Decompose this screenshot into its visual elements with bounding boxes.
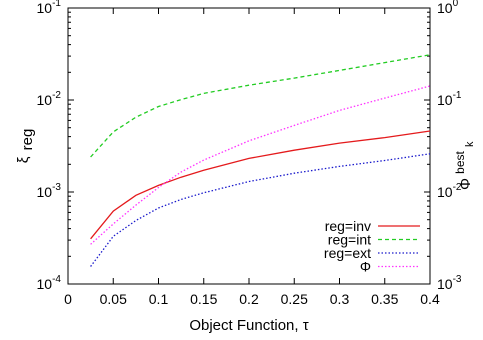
left-tick-exponent: -4: [52, 274, 61, 285]
left-tick-exponent: -1: [52, 0, 61, 9]
series-group: [90, 54, 431, 267]
x-tick-label: 0.1: [149, 291, 169, 307]
left-axis-label: ξ reg: [15, 129, 36, 164]
left-tick-base: 10: [37, 0, 53, 16]
legend-label: reg=inv: [325, 218, 371, 234]
left-axis-ticks: 10-410-310-210-1: [37, 0, 74, 292]
series-line-2: [90, 153, 431, 267]
left-tick-base: 10: [37, 184, 53, 200]
series-line-1: [90, 54, 431, 158]
x-tick-label: 0.25: [281, 291, 308, 307]
left-tick-label: 10-3: [37, 182, 62, 200]
left-tick-label: 10-2: [37, 90, 62, 108]
right-axis-label: Φ best k: [451, 141, 476, 190]
left-tick-base: 10: [37, 92, 53, 108]
x-tick-label: 0.2: [239, 291, 259, 307]
right-tick-exponent: -3: [453, 274, 462, 285]
x-axis-label: Object Function, τ: [189, 317, 308, 334]
x-tick-label: 0: [64, 291, 72, 307]
legend-label: reg=ext: [324, 245, 371, 261]
right-tick-base: 10: [437, 92, 453, 108]
left-axis-label-main: ξ: [15, 156, 32, 163]
left-tick-base: 10: [37, 276, 53, 292]
series-line-3: [90, 85, 431, 245]
left-axis-label-sub: reg: [19, 129, 36, 151]
left-tick-label: 10-1: [37, 0, 62, 16]
right-tick-exponent: 0: [453, 0, 459, 9]
right-tick-label: 10-2: [437, 182, 462, 200]
x-axis-ticks: 0 0.05 0.1 0.15 0.2 0.25 0.3 0.35 0.4: [64, 8, 440, 307]
left-tick-exponent: -3: [52, 182, 61, 193]
right-tick-label: 10-3: [437, 274, 462, 292]
left-tick-exponent: -2: [52, 90, 61, 101]
left-tick-label: 10-4: [37, 274, 62, 292]
series-line-0: [90, 130, 431, 240]
right-tick-label: 100: [437, 0, 459, 16]
x-tick-label: 0.35: [371, 291, 398, 307]
right-tick-exponent: -1: [453, 90, 462, 101]
right-tick-label: 10-1: [437, 90, 462, 108]
x-tick-label: 0.15: [190, 291, 217, 307]
right-axis-label-sup: best: [453, 151, 467, 174]
legend-label: reg=int: [328, 232, 371, 248]
legend-label: Φ: [360, 259, 371, 275]
x-tick-label: 0.4: [420, 291, 440, 307]
right-tick-base: 10: [437, 184, 453, 200]
right-axis-label-sub: k: [464, 141, 476, 147]
right-tick-exponent: -2: [453, 182, 462, 193]
right-axis-label-main: Φ: [457, 178, 474, 190]
x-tick-label: 0.05: [100, 291, 127, 307]
x-tick-label: 0.3: [330, 291, 350, 307]
right-tick-base: 10: [437, 0, 453, 16]
right-tick-base: 10: [437, 276, 453, 292]
plot-frame: [67, 7, 431, 285]
